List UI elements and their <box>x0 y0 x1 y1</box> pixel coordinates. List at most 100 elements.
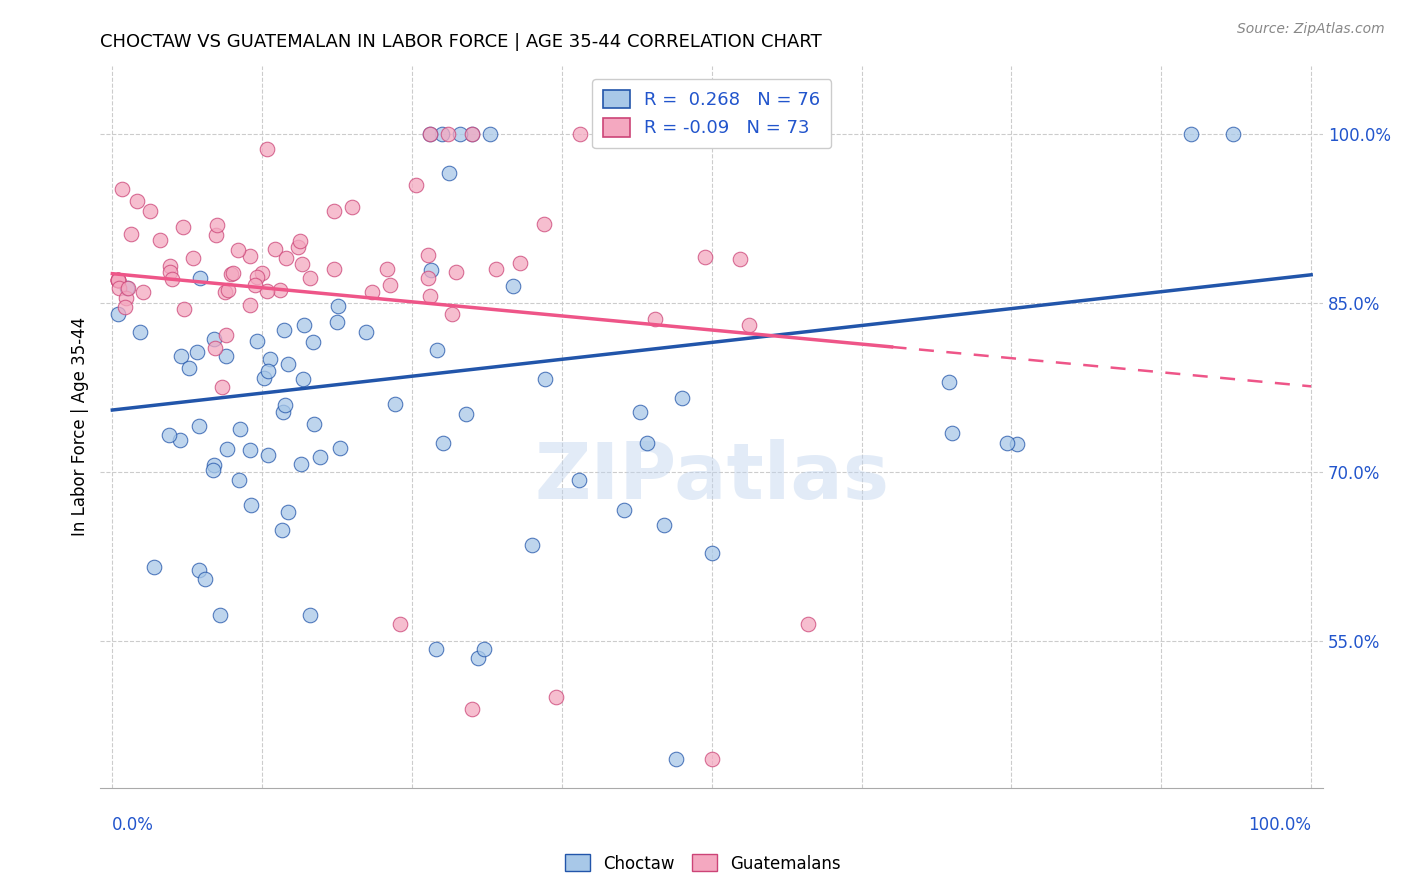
Point <box>291 257 314 271</box>
Point <box>177 360 200 375</box>
Point <box>107 307 129 321</box>
Point <box>461 701 484 715</box>
Point <box>217 283 239 297</box>
Point <box>269 283 291 297</box>
Point <box>439 165 461 179</box>
Point <box>384 397 406 411</box>
Point <box>226 243 249 257</box>
Point <box>485 261 508 276</box>
Point <box>214 285 236 299</box>
Legend: R =  0.268   N = 76, R = -0.09   N = 73: R = 0.268 N = 76, R = -0.09 N = 73 <box>592 78 831 148</box>
Point <box>728 252 751 266</box>
Point <box>354 326 377 340</box>
Point <box>322 203 344 218</box>
Point <box>107 273 129 287</box>
Point <box>159 265 181 279</box>
Point <box>995 436 1018 450</box>
Point <box>256 284 278 298</box>
Point <box>416 271 439 285</box>
Point <box>215 327 238 342</box>
Point <box>652 518 675 533</box>
Point <box>292 318 315 332</box>
Point <box>114 300 136 314</box>
Y-axis label: In Labor Force | Age 35-44: In Labor Force | Age 35-44 <box>72 318 89 536</box>
Point <box>340 200 363 214</box>
Point <box>107 273 129 287</box>
Point <box>361 285 384 300</box>
Point <box>250 266 273 280</box>
Point <box>205 218 228 232</box>
Point <box>271 405 294 419</box>
Point <box>700 546 723 560</box>
Text: Source: ZipAtlas.com: Source: ZipAtlas.com <box>1237 22 1385 37</box>
Point <box>520 538 543 552</box>
Point <box>139 204 162 219</box>
Point <box>299 270 322 285</box>
Point <box>737 318 759 333</box>
Point <box>444 265 467 279</box>
Point <box>509 255 531 269</box>
Point <box>239 249 262 263</box>
Point <box>107 273 129 287</box>
Point <box>419 289 441 303</box>
Point <box>188 419 211 434</box>
Point <box>115 281 138 295</box>
Point <box>568 473 591 487</box>
Point <box>419 127 441 141</box>
Point <box>419 263 441 277</box>
Point <box>329 441 352 455</box>
Point <box>211 380 233 394</box>
Point <box>405 178 427 192</box>
Point <box>264 242 287 256</box>
Point <box>186 344 208 359</box>
Point <box>215 349 238 363</box>
Point <box>205 228 228 243</box>
Point <box>120 227 142 241</box>
Point <box>202 463 225 477</box>
Point <box>239 442 262 457</box>
Point <box>107 280 129 294</box>
Point <box>389 617 412 632</box>
Point <box>273 323 295 337</box>
Point <box>239 298 262 312</box>
Point <box>287 239 309 253</box>
Point <box>246 270 269 285</box>
Point <box>128 325 150 339</box>
Point <box>449 127 471 141</box>
Point <box>157 427 180 442</box>
Point <box>472 642 495 657</box>
Point <box>628 405 651 419</box>
Point <box>228 473 250 487</box>
Point <box>187 563 209 577</box>
Point <box>288 234 311 248</box>
Point <box>437 127 460 141</box>
Point <box>188 271 211 285</box>
Point <box>245 278 267 293</box>
Point <box>194 572 217 586</box>
Point <box>202 458 225 472</box>
Point <box>221 267 243 281</box>
Point <box>426 343 449 357</box>
Point <box>277 505 299 519</box>
Point <box>326 299 349 313</box>
Point <box>142 559 165 574</box>
Point <box>169 433 191 447</box>
Point <box>107 273 129 287</box>
Point <box>132 285 155 299</box>
Point <box>117 281 139 295</box>
Point <box>700 752 723 766</box>
Point <box>291 372 314 386</box>
Point <box>1180 127 1202 141</box>
Point <box>276 251 298 265</box>
Point <box>240 498 263 512</box>
Point <box>467 651 489 665</box>
Point <box>304 417 326 431</box>
Text: CHOCTAW VS GUATEMALAN IN LABOR FORCE | AGE 35-44 CORRELATION CHART: CHOCTAW VS GUATEMALAN IN LABOR FORCE | A… <box>100 33 823 51</box>
Point <box>432 435 454 450</box>
Point <box>290 458 312 472</box>
Point <box>149 233 172 247</box>
Point <box>326 315 349 329</box>
Text: 100.0%: 100.0% <box>1249 816 1312 834</box>
Point <box>938 376 960 390</box>
Text: 0.0%: 0.0% <box>112 816 155 834</box>
